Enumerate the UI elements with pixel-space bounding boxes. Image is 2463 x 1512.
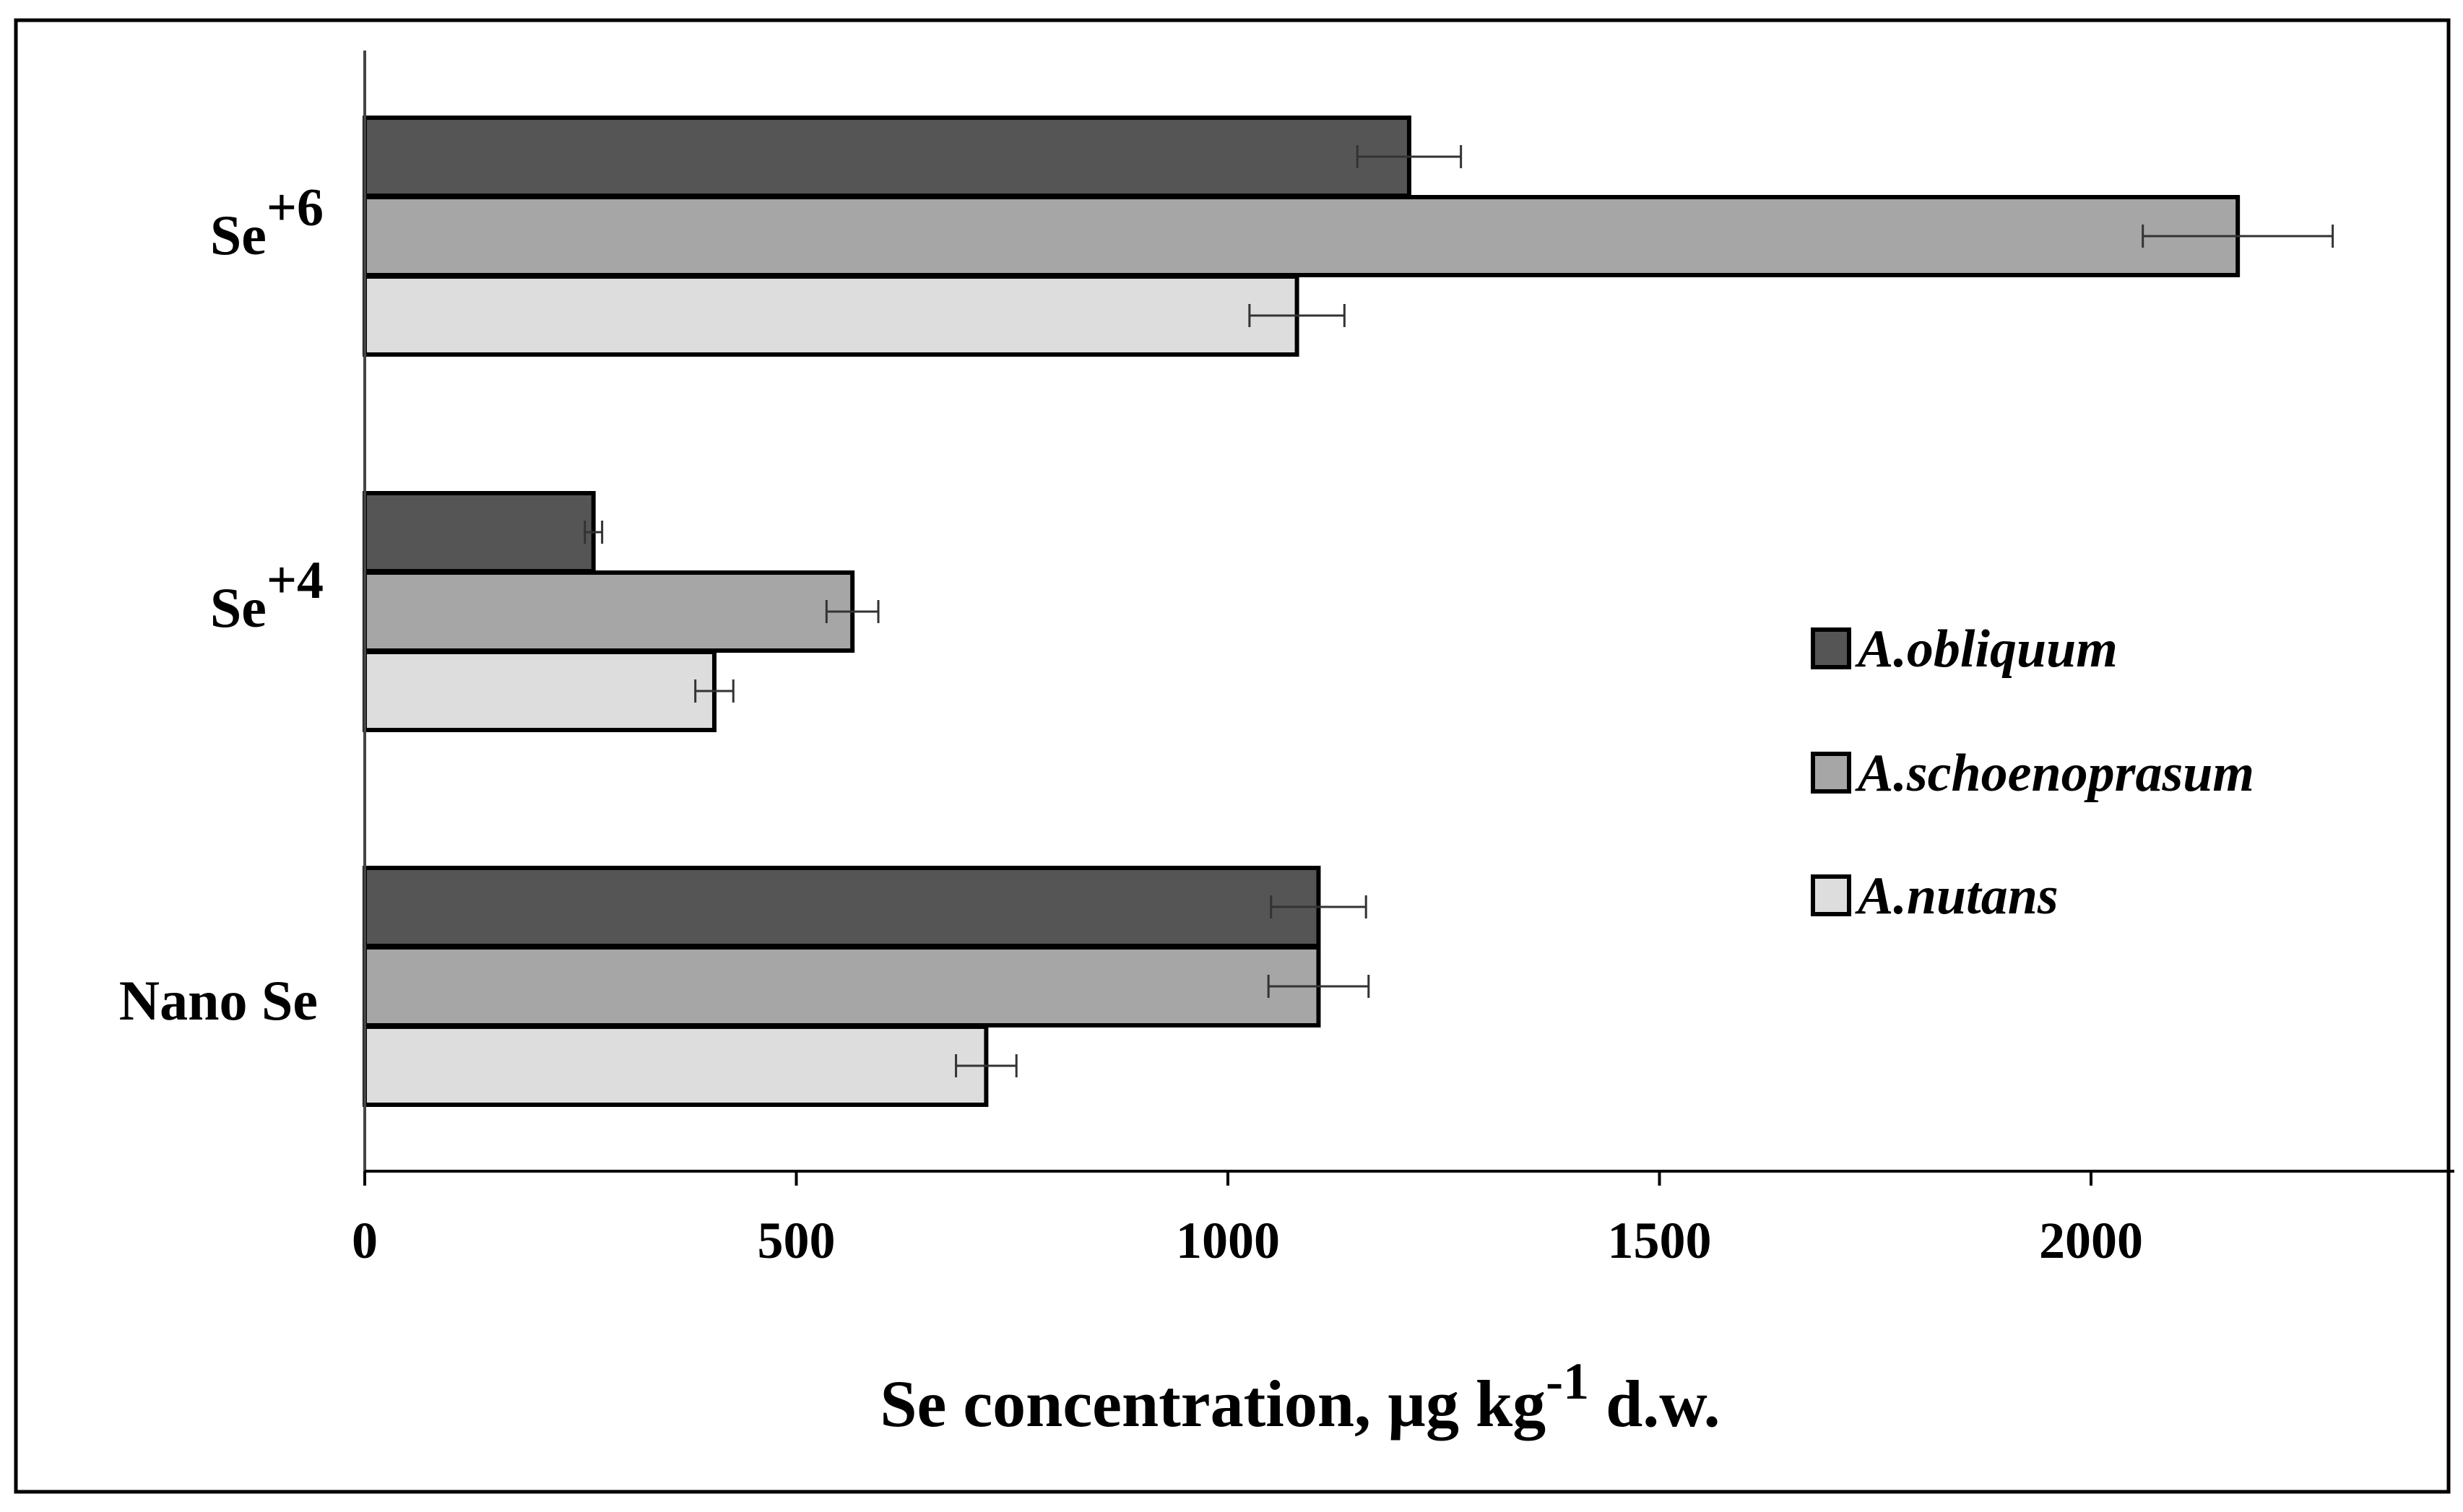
bar-a-nutans-0 (363, 274, 1299, 357)
legend-label: A.nutans (1855, 866, 2059, 926)
category-label-base: Se (210, 204, 267, 266)
category-label: Se+4 (210, 551, 324, 639)
bar-a-obliquum-0 (363, 116, 1411, 198)
bar-a-schoenoprasum-1 (363, 570, 855, 653)
bar-a-nutans-2 (363, 1025, 989, 1107)
category-label-base: Nano Se (119, 969, 318, 1032)
category-label-base: Se (210, 576, 267, 639)
axes (363, 51, 2454, 1173)
plot-area (363, 116, 2334, 1107)
bar-a-schoenoprasum-2 (363, 945, 1321, 1027)
x-tick-label: 0 (352, 1212, 378, 1269)
x-tick-label: 1500 (1608, 1212, 1712, 1269)
bar-a-schoenoprasum-0 (363, 195, 2241, 277)
bar-a-nutans-1 (363, 650, 717, 732)
legend-label: A.schoenoprasum (1855, 744, 2254, 803)
x-tick-label: 1000 (1176, 1212, 1280, 1269)
x-tick-label: 500 (758, 1212, 836, 1269)
x-axis-title: Se concentration, µg kg-1 d.w. (880, 1352, 1720, 1441)
category-label-sup: +4 (267, 551, 324, 610)
bar-a-obliquum-1 (363, 491, 596, 573)
x-axis-title-main: Se concentration, µg kg (880, 1367, 1546, 1441)
legend-label: A.obliquum (1855, 620, 2118, 679)
legend-swatch (1811, 627, 1851, 669)
category-label: Nano Se (119, 969, 318, 1032)
x-ticks: 0 500 1000 1500 2000 (352, 1171, 2143, 1269)
legend-swatch (1811, 752, 1851, 794)
x-axis-title-sup: -1 (1546, 1352, 1589, 1410)
bar-a-obliquum-2 (363, 866, 1321, 948)
x-axis-title-tail: d.w. (1589, 1367, 1720, 1441)
x-tick-label: 2000 (2039, 1212, 2143, 1269)
category-label-sup: +6 (267, 178, 324, 238)
legend-swatch (1811, 874, 1851, 916)
category-label: Se+6 (210, 178, 324, 266)
legend: A.obliquum A.schoenoprasum A.nutans (1811, 620, 2254, 926)
